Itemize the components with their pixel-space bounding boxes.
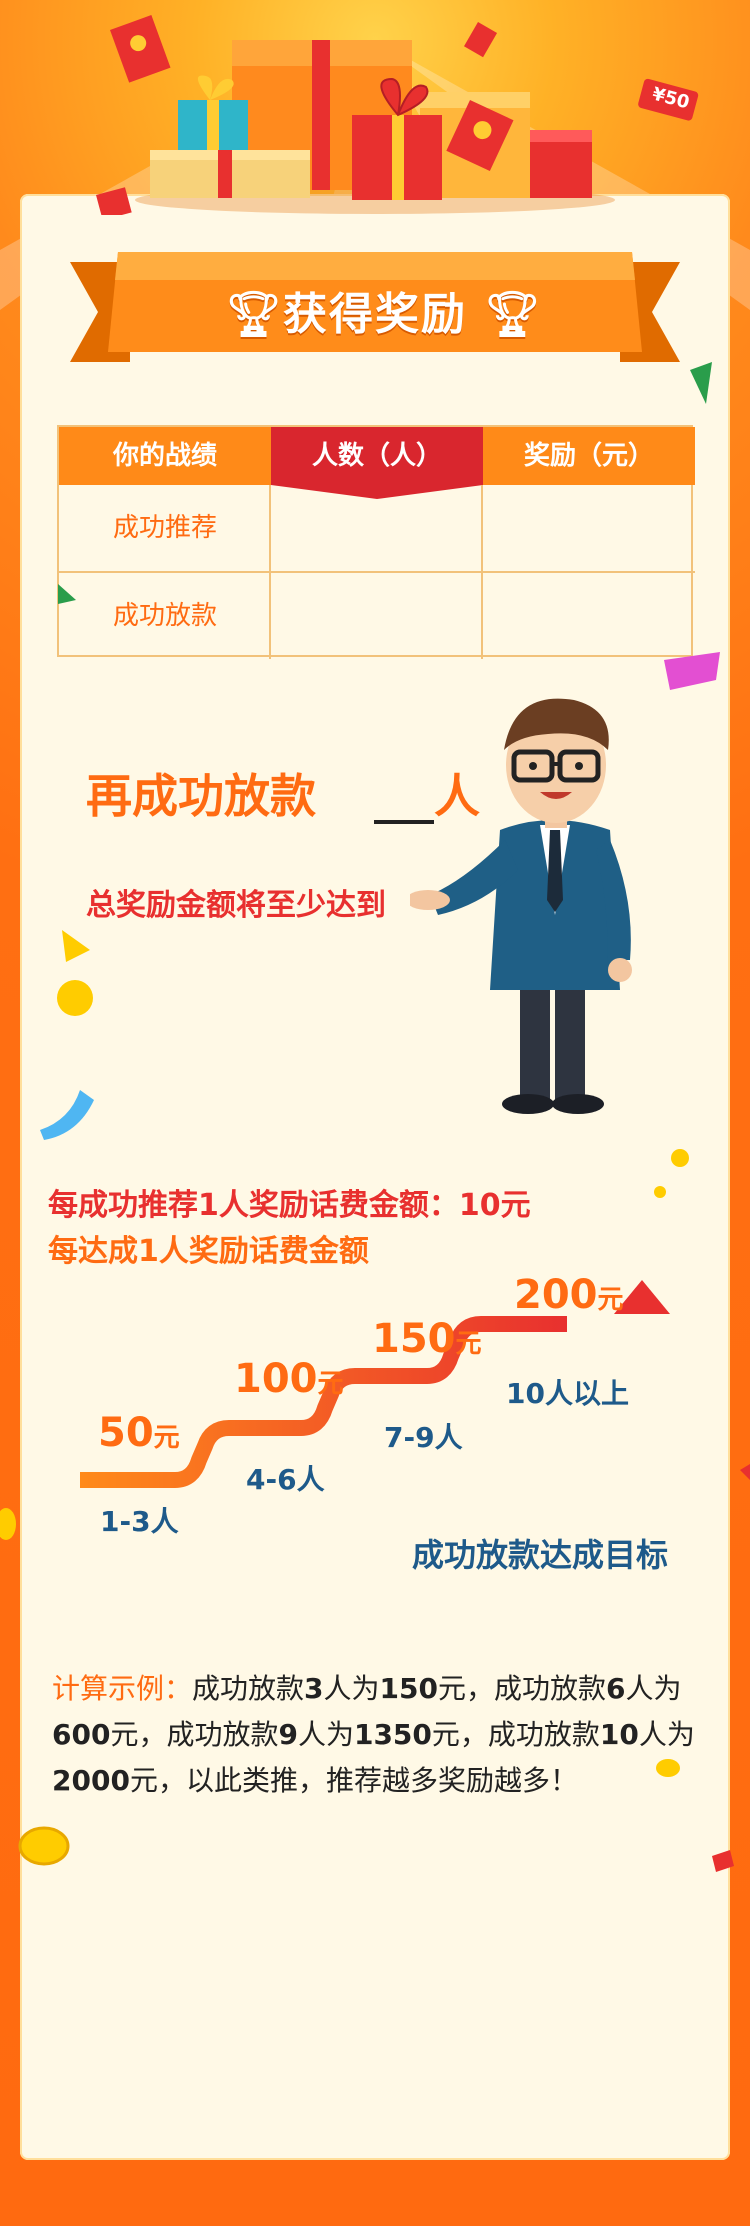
table-divider <box>481 485 483 659</box>
table-divider <box>269 485 271 659</box>
example-text: 元，成功放款 <box>431 1718 600 1751</box>
title-ribbon <box>70 252 680 362</box>
table-header-reward: 奖励（元） <box>483 427 695 485</box>
businessman-illustration <box>410 698 632 1114</box>
tier-staircase-arrow <box>80 1280 670 1488</box>
calculation-example: 计算示例：成功放款3人为150元，成功放款6人为600元，成功放款9人为1350… <box>52 1666 702 1804</box>
tier-reward-rule: 每达成1人奖励话费金额 <box>48 1234 369 1269</box>
example-text: 人为 <box>297 1718 354 1751</box>
row-label-referral: 成功推荐 <box>112 513 217 543</box>
tier-range-2: 4-6人 <box>246 1463 325 1496</box>
referral-reward-rule: 每成功推荐1人奖励话费金额：10元 <box>48 1188 531 1223</box>
blank-underline <box>374 820 434 824</box>
promo-line-a: 再成功放款 <box>86 769 316 823</box>
example-text: 元，成功放款 <box>437 1672 606 1705</box>
table-header-people: 人数（人） <box>271 427 483 485</box>
example-text: 成功放款 <box>192 1672 305 1705</box>
example-number: 2000 <box>52 1764 130 1797</box>
table-divider <box>59 571 695 573</box>
gift-boxes-illustration <box>96 14 699 215</box>
tier-range-4: 10人以上 <box>506 1377 629 1410</box>
page-title: 🏆︎ 获得奖励 🏆︎ <box>0 278 750 342</box>
example-number: 600 <box>52 1718 111 1751</box>
tier-amount-3: 150元 <box>372 1316 482 1362</box>
example-number: 9 <box>278 1718 298 1751</box>
example-text: 人为 <box>638 1718 695 1751</box>
stats-table: 你的战绩 人数（人） 奖励（元） 成功推荐 成功放款 <box>57 425 695 659</box>
promo-line-a-unit: 人 <box>434 769 480 823</box>
example-text: 人为 <box>323 1672 380 1705</box>
example-label: 计算示例： <box>52 1672 193 1705</box>
row-label-loan: 成功放款 <box>112 601 217 631</box>
example-number: 3 <box>304 1672 324 1705</box>
table-header-record: 你的战绩 <box>59 427 271 485</box>
tier-amount-2: 100元 <box>234 1356 344 1402</box>
example-number: 150 <box>379 1672 438 1705</box>
example-text: 元，以此类推，推荐越多奖励越多！ <box>129 1764 578 1797</box>
example-number: 10 <box>599 1718 639 1751</box>
example-number: 6 <box>606 1672 626 1705</box>
tier-range-1: 1-3人 <box>100 1505 179 1538</box>
example-text: 人为 <box>625 1672 682 1705</box>
example-number: 1350 <box>353 1718 432 1751</box>
header-notch <box>271 485 483 499</box>
content-card <box>20 194 730 2160</box>
page-title-text: 获得奖励 <box>283 289 467 340</box>
tier-amount-4: 200元 <box>514 1272 624 1318</box>
promo-line-b: 总奖励金额将至少达到 <box>86 888 386 923</box>
tier-range-3: 7-9人 <box>384 1421 463 1454</box>
tier-amount-1: 50元 <box>98 1410 180 1456</box>
example-text: 元，成功放款 <box>110 1718 279 1751</box>
goal-label: 成功放款达成目标 <box>412 1536 669 1574</box>
